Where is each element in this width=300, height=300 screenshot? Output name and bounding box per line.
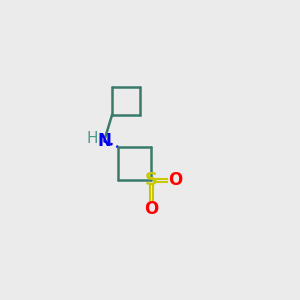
Text: H: H bbox=[87, 131, 98, 146]
Text: N: N bbox=[97, 132, 111, 150]
Text: O: O bbox=[144, 200, 159, 218]
Text: O: O bbox=[168, 171, 182, 189]
Text: S: S bbox=[145, 171, 158, 189]
